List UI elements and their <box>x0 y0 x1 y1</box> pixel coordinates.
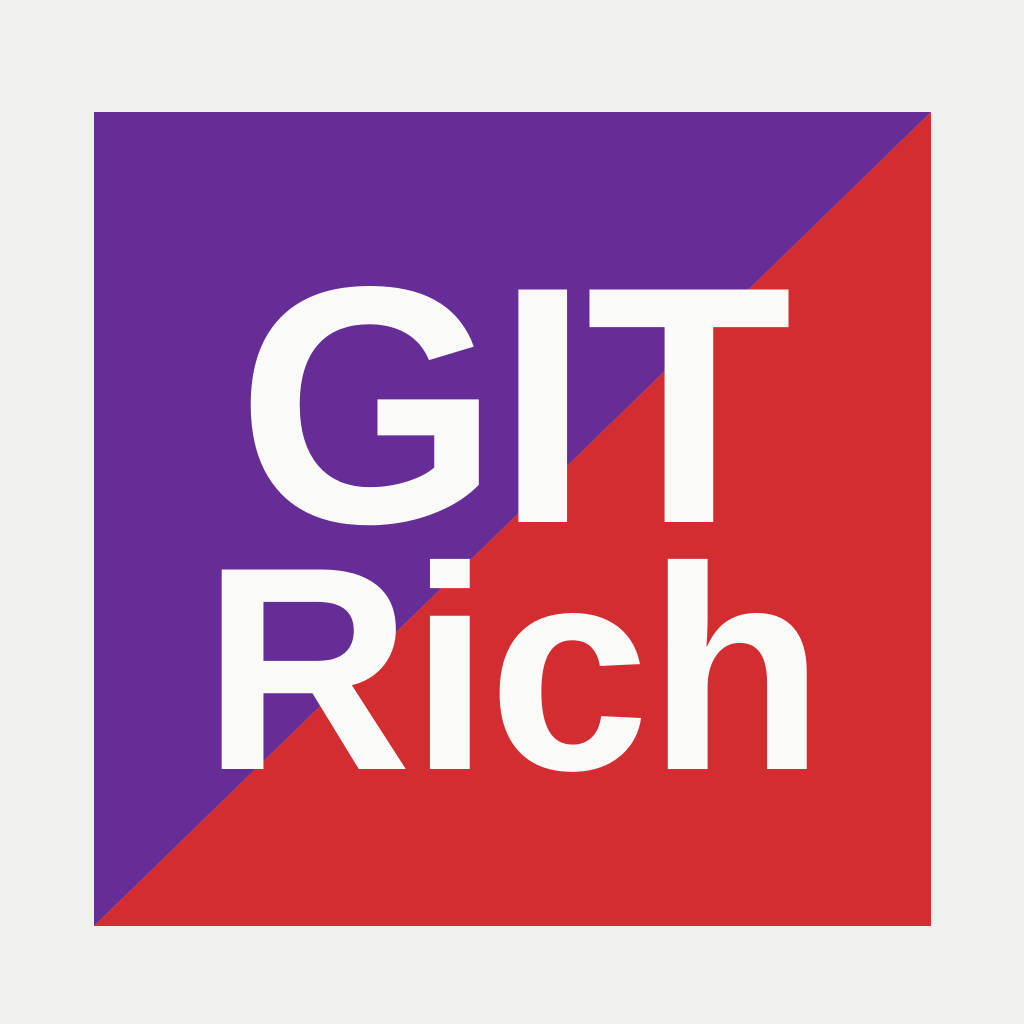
logo-line-git: GIT <box>236 216 792 594</box>
logo-wordmark: GIT Rich <box>94 112 931 926</box>
git-rich-logo: GIT Rich <box>94 112 931 926</box>
purple-triangle <box>94 112 931 926</box>
diagonal-split-background <box>94 112 931 926</box>
logo-line-rich: Rich <box>202 507 824 831</box>
